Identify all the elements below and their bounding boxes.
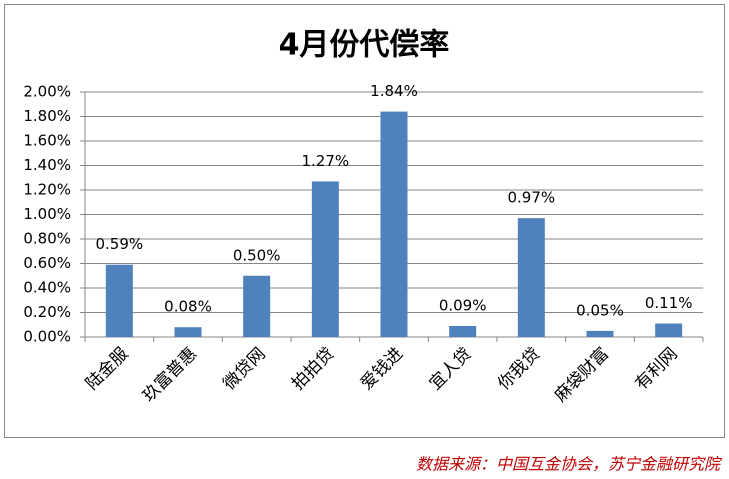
data-label: 0.11%: [645, 294, 693, 312]
data-label: 0.09%: [439, 296, 487, 314]
data-label: 0.08%: [164, 298, 212, 316]
data-label: 1.27%: [302, 152, 350, 170]
y-tick-label: 0.60%: [23, 254, 71, 272]
chart-title: 4月份代偿率: [279, 28, 450, 63]
y-tick-label: 1.60%: [23, 132, 71, 150]
y-tick-label: 0.00%: [23, 328, 71, 346]
bar: [586, 330, 614, 337]
y-tick-label: 1.20%: [23, 181, 71, 199]
y-tick-label: 0.80%: [23, 230, 71, 248]
data-label: 1.84%: [370, 82, 418, 100]
bar: [517, 218, 545, 337]
data-label: 0.50%: [233, 246, 281, 264]
data-label: 0.59%: [96, 235, 144, 253]
bar: [380, 111, 408, 337]
source-note: 数据来源：中国互金协会，苏宁金融研究院: [416, 455, 723, 474]
bar: [311, 181, 339, 337]
chart-border: [4, 4, 725, 438]
y-tick-label: 0.20%: [23, 303, 71, 321]
bar: [105, 264, 133, 337]
bar: [655, 323, 683, 337]
bar: [174, 327, 202, 337]
data-label: 0.05%: [576, 301, 624, 319]
y-tick-label: 2.00%: [23, 83, 71, 101]
data-label: 0.97%: [508, 189, 556, 207]
y-tick-label: 1.40%: [23, 156, 71, 174]
bar: [449, 325, 477, 337]
y-tick-label: 1.80%: [23, 107, 71, 125]
y-tick-label: 1.00%: [23, 205, 71, 223]
y-tick-label: 0.40%: [23, 279, 71, 297]
bar: [243, 275, 271, 337]
